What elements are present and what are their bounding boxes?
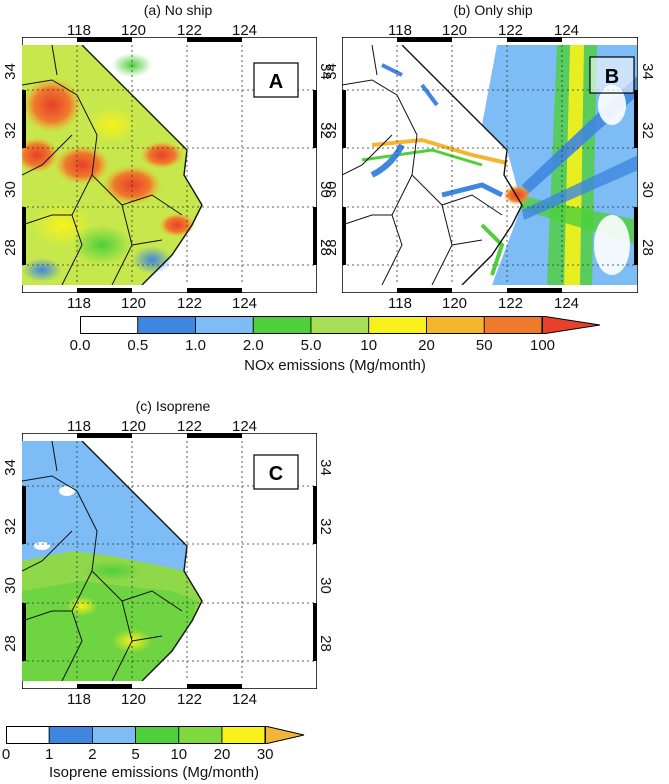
isoprene-colorbar-swatch — [92, 725, 137, 745]
lon-tick: 118 — [388, 295, 412, 312]
lat-tick: 34 — [316, 459, 334, 476]
isoprene-colorbar — [5, 725, 306, 745]
nox-colorbar-tick: 1.0 — [185, 337, 206, 354]
lat-tick: 32 — [638, 122, 656, 139]
lat-tick: 28 — [638, 239, 656, 256]
badge-b: B — [605, 66, 619, 88]
lat-tick: 30 — [316, 577, 334, 594]
lon-tick: 122 — [177, 691, 203, 708]
lon-tick: 124 — [232, 22, 258, 39]
lon-tick: 120 — [121, 418, 147, 435]
lon-tick: 120 — [121, 691, 147, 708]
lon-tick: 118 — [67, 22, 91, 39]
lon-tick: 124 — [554, 295, 580, 312]
lon-tick: 118 — [388, 22, 412, 39]
map-panel-c-svg: C — [21, 432, 318, 690]
lon-tick: 118 — [67, 418, 91, 435]
lat-tick: 32 — [322, 122, 340, 139]
lon-tick: 122 — [177, 418, 203, 435]
isoprene-colorbar-svg — [5, 725, 305, 745]
lat-tick: 30 — [1, 181, 19, 198]
lat-tick: 34 — [1, 459, 19, 476]
isoprene-colorbar-swatch — [221, 725, 266, 745]
lon-tick: 124 — [232, 691, 258, 708]
isoprene-colorbar-tick: 0 — [1, 746, 11, 763]
nox-colorbar-tick: 100 — [530, 337, 556, 354]
lon-tick: 118 — [67, 295, 91, 312]
lat-tick: 28 — [322, 239, 340, 256]
nox-colorbar-tick: 20 — [418, 337, 435, 354]
lon-tick: 120 — [121, 22, 147, 39]
lat-tick: 30 — [322, 181, 340, 198]
nox-colorbar-swatch — [252, 315, 312, 335]
nox-colorbar-swatch — [426, 315, 485, 335]
nox-colorbar-tick: 0.5 — [127, 337, 149, 354]
lat-tick: 28 — [1, 239, 19, 256]
lon-tick: 124 — [232, 418, 258, 435]
isoprene-colorbar-tick: 5 — [131, 746, 140, 763]
isoprene-colorbar-tick: 20 — [213, 746, 231, 763]
badge-a: A — [269, 71, 283, 93]
lon-tick: 122 — [498, 295, 524, 312]
nox-colorbar-swatch — [368, 315, 427, 335]
isoprene-colorbar-tick: 30 — [256, 746, 274, 763]
lat-tick: 30 — [638, 181, 656, 198]
panel-c-title: (c) Isoprene — [135, 398, 211, 414]
isoprene-colorbar-tick: 1 — [45, 746, 54, 763]
lat-tick: 32 — [1, 518, 19, 535]
map-panel-b-svg: B — [341, 36, 639, 294]
lon-tick: 124 — [232, 295, 258, 312]
isoprene-colorbar-ticks: 0 1 2 5 10 20 30 — [2, 746, 326, 766]
nox-colorbar-ticks: 0.0 0.5 1.0 2.0 5.0 10 20 50 100 — [70, 337, 620, 357]
lat-tick: 34 — [1, 63, 19, 80]
isoprene-colorbar-label: Isoprene emissions (Mg/month) — [48, 764, 260, 781]
isoprene-colorbar-swatch — [135, 725, 180, 745]
nox-colorbar-swatch — [195, 315, 254, 335]
nox-colorbar-swatch — [483, 315, 543, 335]
nox-colorbar-tick: 10 — [360, 337, 378, 354]
badge-c: C — [269, 463, 283, 485]
nox-colorbar-tick: 50 — [475, 337, 493, 354]
isoprene-colorbar-swatch — [48, 725, 93, 745]
lon-tick: 120 — [442, 22, 468, 39]
lat-tick: 30 — [1, 577, 19, 594]
nox-colorbar-tick: 5.0 — [300, 337, 322, 354]
isoprene-colorbar-tick: 10 — [170, 746, 188, 763]
lat-tick: 32 — [1, 122, 19, 139]
nox-colorbar-tick: 0.0 — [69, 337, 91, 354]
map-panel-c: C — [21, 432, 318, 690]
nox-colorbar-svg — [79, 315, 601, 335]
nox-colorbar-swatch — [137, 315, 196, 335]
nox-colorbar-swatch — [79, 315, 139, 335]
lon-tick: 124 — [554, 22, 580, 39]
map-panel-a-svg: A — [21, 36, 318, 294]
isoprene-colorbar-swatch — [5, 725, 50, 745]
lon-tick: 122 — [177, 22, 203, 39]
lat-tick: 28 — [1, 635, 19, 652]
isoprene-colorbar-swatch — [178, 725, 223, 745]
lon-tick: 120 — [442, 295, 468, 312]
nox-colorbar-label: NOx emissions (Mg/month) — [244, 357, 426, 374]
lon-tick: 122 — [177, 295, 203, 312]
lat-tick: 28 — [316, 635, 334, 652]
lat-tick: 34 — [638, 63, 656, 80]
map-panel-a: A — [21, 36, 318, 294]
lat-tick: 32 — [316, 518, 334, 535]
nox-colorbar-swatch — [310, 315, 370, 335]
panel-a-title: (a) No ship — [143, 2, 213, 18]
isoprene-colorbar-tick: 2 — [88, 746, 97, 763]
nox-colorbar-tick: 2.0 — [242, 337, 264, 354]
nox-colorbar — [79, 315, 602, 335]
lon-tick: 118 — [67, 691, 91, 708]
lon-tick: 122 — [498, 22, 524, 39]
lat-tick: 34 — [322, 63, 340, 80]
lon-tick: 120 — [121, 295, 147, 312]
panel-b-title: (b) Only ship — [453, 2, 533, 18]
map-panel-b: B — [341, 36, 639, 294]
